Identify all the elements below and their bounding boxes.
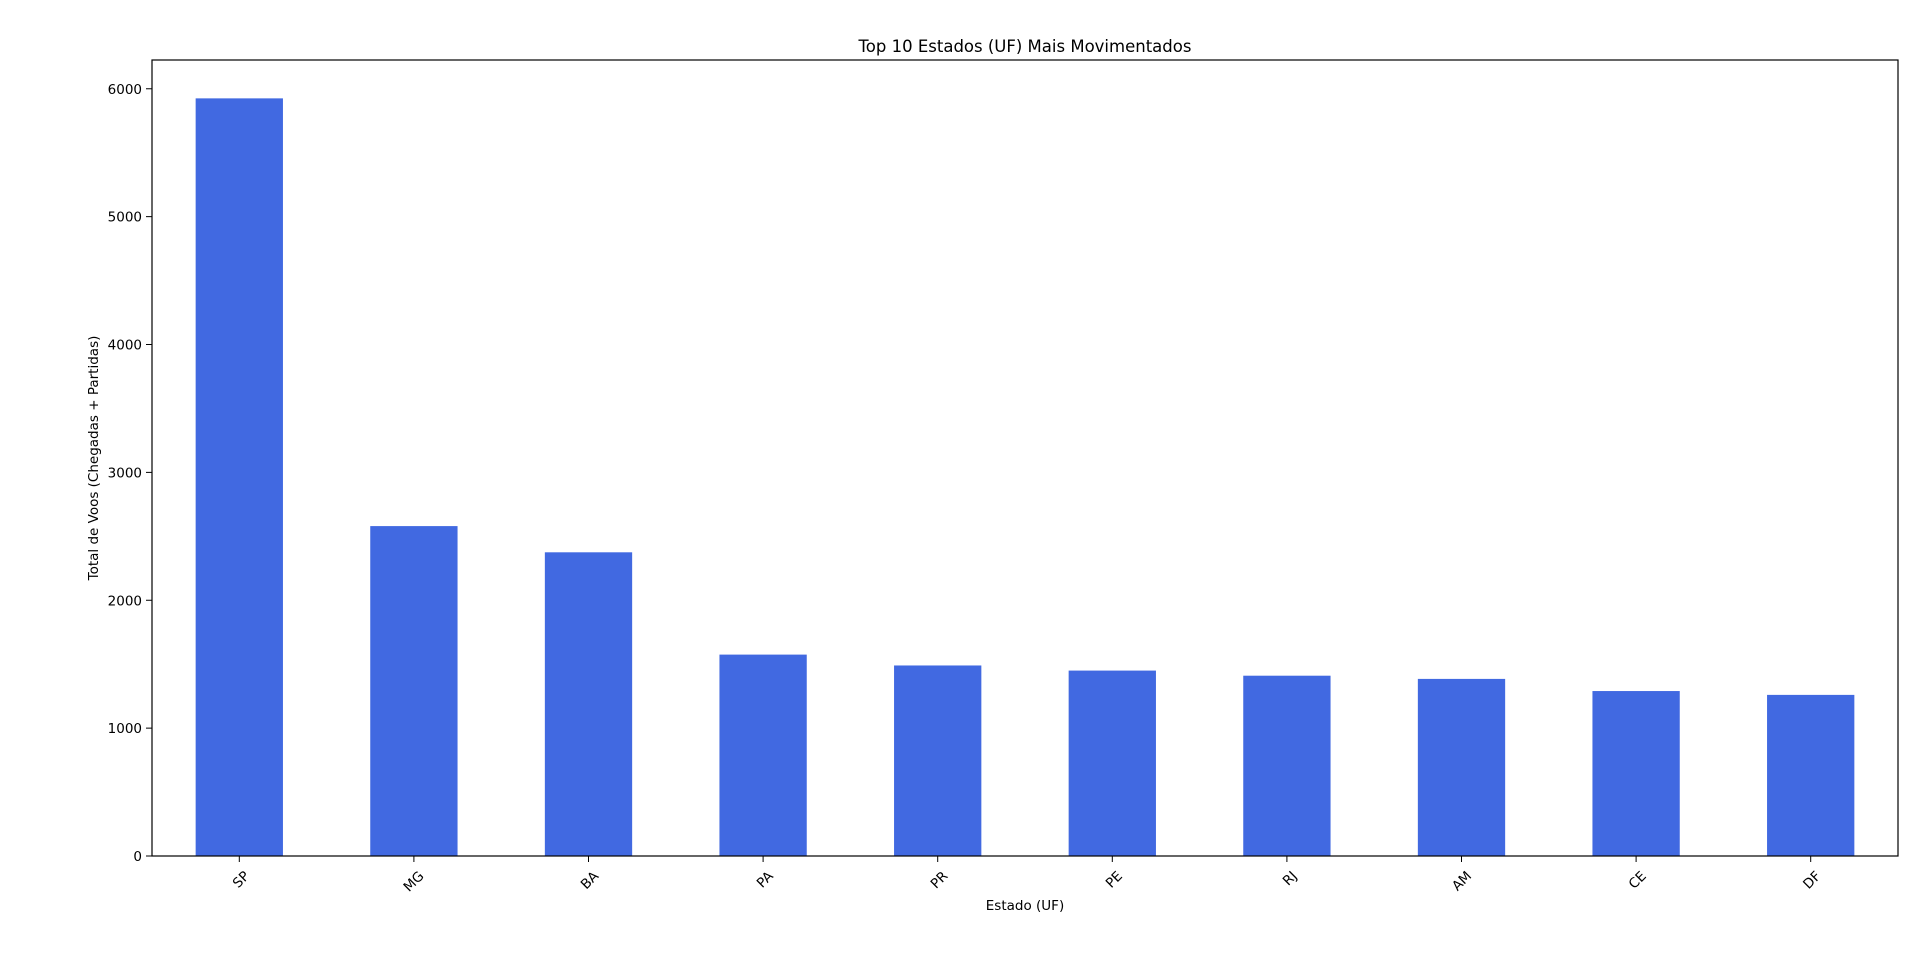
bars-group — [195, 98, 1855, 856]
bar-pa — [719, 654, 807, 856]
chart-title: Top 10 Estados (UF) Mais Movimentados — [858, 37, 1192, 56]
bar-df — [1767, 694, 1855, 856]
x-tick-label-am: AM — [1449, 868, 1475, 894]
y-tick-label: 6000 — [108, 82, 142, 98]
x-tick-label-pr: PR — [928, 868, 952, 892]
bar-pr — [894, 665, 982, 856]
x-tick-label-ba: BA — [578, 868, 603, 893]
bar-ba — [544, 552, 633, 856]
bar-pe — [1068, 670, 1156, 856]
x-tick-label-sp: SP — [230, 868, 253, 891]
y-tick-label: 5000 — [108, 210, 142, 226]
x-tick-label-pa: PA — [754, 868, 778, 892]
bar-rj — [1243, 675, 1331, 856]
x-tick-label-ce: CE — [1626, 868, 1650, 892]
plot-frame — [151, 59, 1899, 857]
bar-mg — [370, 526, 458, 856]
y-tick-label: 0 — [133, 849, 142, 865]
x-tick-label-pe: PE — [1103, 868, 1126, 891]
bar-sp — [195, 98, 283, 856]
x-tick-label-mg: MG — [401, 868, 428, 895]
x-tick-label-df: DF — [1800, 868, 1824, 892]
y-axis-label: Total de Voos (Chegadas + Partidas) — [86, 336, 102, 582]
y-tick-label: 1000 — [108, 721, 142, 737]
y-tick-label: 4000 — [108, 338, 142, 354]
bar-am — [1417, 678, 1506, 856]
y-tick-label: 3000 — [108, 465, 142, 481]
y-axis: 0 1000 2000 3000 4000 5000 6000 — [108, 82, 152, 865]
x-axis: SP MG BA PA PR PE RJ AM CE DF — [230, 856, 1824, 895]
bar-ce — [1592, 691, 1680, 856]
y-tick-label: 2000 — [108, 593, 142, 609]
x-tick-label-rj: RJ — [1280, 868, 1301, 889]
x-axis-label: Estado (UF) — [986, 898, 1064, 914]
